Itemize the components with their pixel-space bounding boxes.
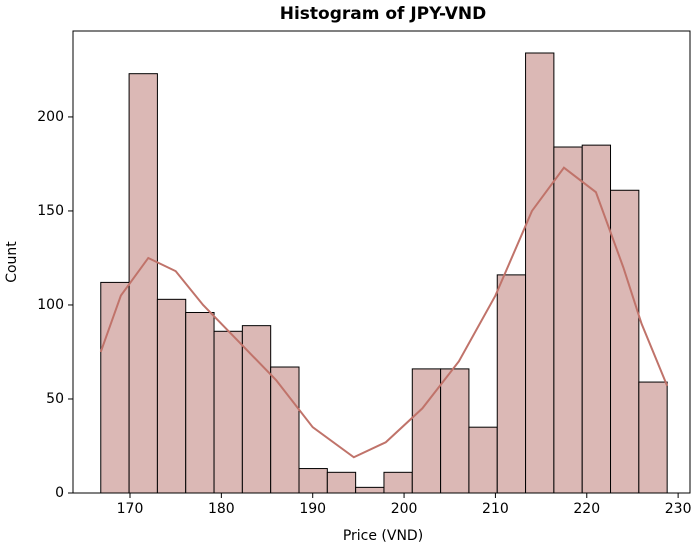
x-tick-label: 220 <box>573 501 600 517</box>
kde-line <box>99 166 669 459</box>
bar <box>638 381 668 494</box>
bar <box>100 281 130 494</box>
bar <box>213 330 243 494</box>
x-tick-label: 180 <box>208 501 235 517</box>
bar <box>581 144 612 494</box>
bar <box>383 471 413 494</box>
plot-frame <box>72 30 691 494</box>
bar <box>185 311 215 494</box>
x-axis-label: Price (VND) <box>343 528 423 544</box>
bar <box>355 486 385 494</box>
x-tick-label: 230 <box>665 501 692 517</box>
x-tick-label: 170 <box>117 501 144 517</box>
x-tick-label: 210 <box>482 501 509 517</box>
bar <box>468 426 498 494</box>
y-tick-label: 0 <box>55 485 64 501</box>
bar <box>610 189 640 494</box>
bar <box>496 274 527 494</box>
y-tick-label: 150 <box>37 203 64 219</box>
chart-title: Histogram of JPY-VND <box>280 4 487 24</box>
bar <box>553 146 583 494</box>
y-tick-label: 100 <box>37 297 64 313</box>
x-tick-label: 200 <box>391 501 418 517</box>
bar <box>128 73 158 494</box>
bar <box>270 366 300 494</box>
x-tick-label: 190 <box>299 501 326 517</box>
bar <box>298 468 328 494</box>
y-tick-label: 200 <box>37 109 64 125</box>
y-tick-label: 50 <box>46 391 64 407</box>
bar <box>411 368 442 494</box>
bar <box>525 52 555 494</box>
bar <box>440 368 470 494</box>
y-axis-label: Count <box>4 241 20 283</box>
bar <box>241 325 272 494</box>
bar <box>326 471 357 494</box>
bar <box>156 298 187 494</box>
